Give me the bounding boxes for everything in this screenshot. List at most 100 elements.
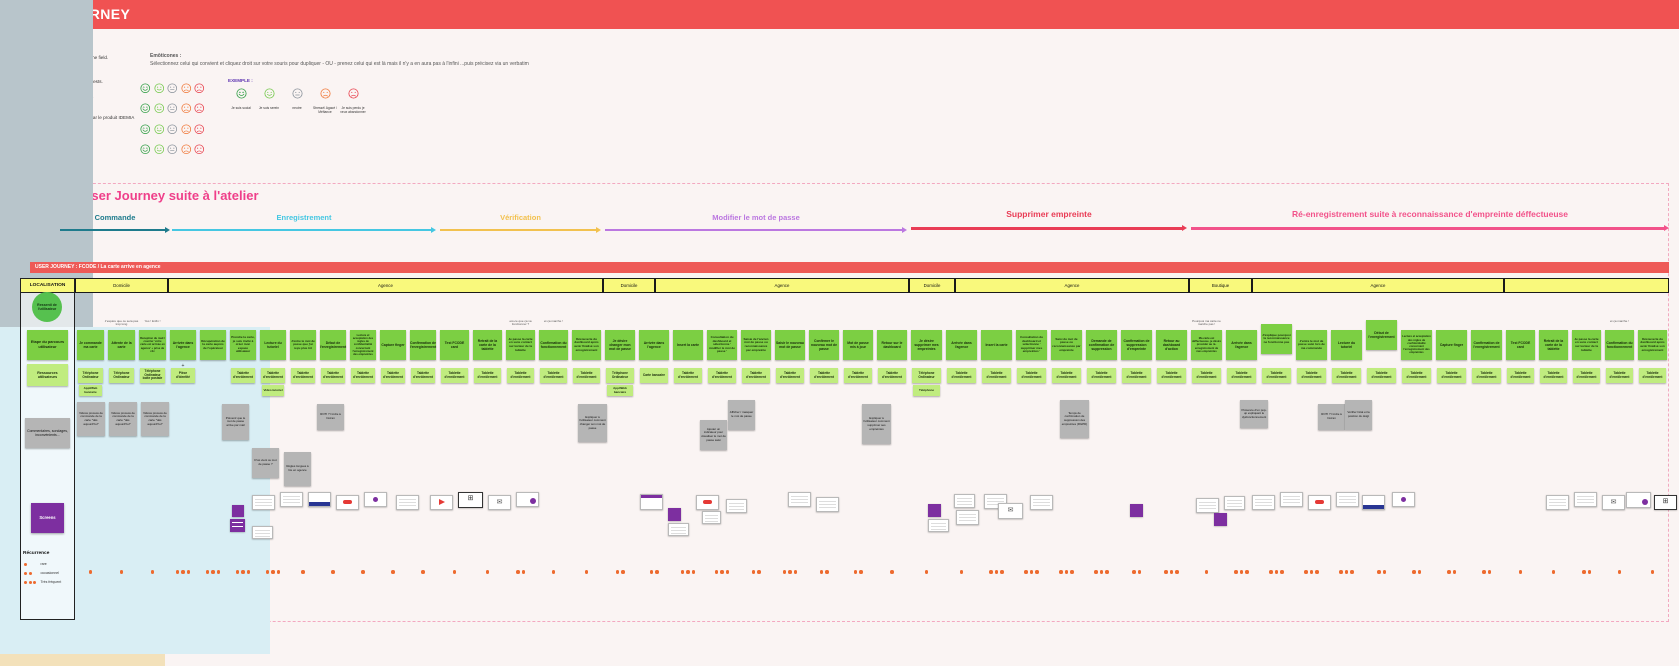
- palette-emoticon-vhappy[interactable]: [140, 121, 151, 139]
- mood-note[interactable]: est-ce que ça va fonctionner ?: [509, 318, 532, 327]
- resource-sticky[interactable]: Tablette d'enrôlement: [1052, 368, 1081, 383]
- recurrence-dots[interactable]: [671, 570, 705, 574]
- recurrence-dots[interactable]: [1119, 570, 1154, 574]
- resource-sticky[interactable]: Téléphone Ordinateur boite postale: [140, 368, 165, 383]
- recurrence-dots[interactable]: [1636, 570, 1669, 574]
- recurrence-dots[interactable]: [1469, 570, 1504, 574]
- screen-thumbnail[interactable]: [230, 519, 245, 532]
- location-cell[interactable]: Domicile: [909, 278, 955, 293]
- mood-note[interactable]: J'espère que ce sera pas trop long: [104, 318, 139, 327]
- example-emoticon-vhappy[interactable]: Je suis social: [228, 86, 254, 110]
- palette-emoticon-vhappy[interactable]: [140, 142, 151, 160]
- localisation-header[interactable]: LOCALISATION: [20, 278, 75, 293]
- row-label-ressenti[interactable]: Ressenti de l'utilisateur: [32, 292, 62, 322]
- step-sticky[interactable]: Je passe la carte en sans contact sur le…: [506, 330, 535, 360]
- row-label-screens[interactable]: Screens: [31, 503, 64, 533]
- step-sticky[interactable]: Capture finger: [380, 330, 406, 360]
- screen-thumbnail[interactable]: [1214, 513, 1227, 526]
- screen-thumbnail[interactable]: [668, 508, 681, 521]
- palette-emoticon-angry[interactable]: [194, 121, 205, 139]
- palette-emoticon-sad[interactable]: [180, 101, 192, 119]
- recurrence-dots[interactable]: [198, 570, 228, 574]
- recurrence-dots[interactable]: [137, 570, 168, 574]
- mood-note[interactable]: Pourquoi ma carte ne marche pas !: [1192, 318, 1221, 327]
- comment-sticky[interactable]: Prévenir que le mot de passe arrive par …: [222, 404, 249, 440]
- screen-thumbnail[interactable]: [928, 504, 941, 517]
- step-sticky[interactable]: Arrivée dans l'agence: [946, 330, 977, 360]
- phase-arrow[interactable]: [605, 229, 903, 231]
- resource-sticky[interactable]: Tablette d'enrôlement: [1437, 368, 1466, 383]
- location-cell[interactable]: Boutique: [1189, 278, 1252, 293]
- resource-sticky[interactable]: Tablette d'enrôlement: [441, 368, 468, 383]
- recurrence-dots[interactable]: [1189, 570, 1224, 574]
- palette-emoticon-sad[interactable]: [180, 142, 192, 160]
- recurrence-dots[interactable]: [471, 570, 504, 574]
- resource-sticky[interactable]: Pièce d'identité: [171, 368, 195, 383]
- resource-sticky[interactable]: Tablette d'enrôlement: [708, 368, 736, 383]
- palette-emoticon-happy[interactable]: [153, 101, 165, 119]
- palette-emoticon-vhappy[interactable]: [140, 101, 151, 119]
- resource-sticky[interactable]: Tablette d'enrôlement: [1367, 368, 1396, 383]
- screen-thumbnail[interactable]: [252, 495, 275, 510]
- comment-sticky[interactable]: Vidéos process de commande de la carte *…: [109, 402, 137, 436]
- resource-sticky[interactable]: Vidéo tutoriel: [262, 385, 284, 396]
- resource-sticky[interactable]: Tablette d'enrôlement: [1087, 368, 1116, 383]
- recurrence-dots[interactable]: [1014, 570, 1049, 574]
- palette-emoticon-angry[interactable]: [194, 101, 205, 119]
- resource-sticky[interactable]: Téléphone Ordinateur: [78, 368, 103, 383]
- screen-thumbnail[interactable]: ⊞: [458, 492, 483, 508]
- screen-thumbnail[interactable]: [696, 495, 719, 510]
- recurrence-dots[interactable]: [537, 570, 570, 574]
- recurrence-dots[interactable]: [106, 570, 137, 574]
- recurrence-dots[interactable]: [1364, 570, 1399, 574]
- recurrence-dots[interactable]: [875, 570, 909, 574]
- screen-thumbnail[interactable]: [1392, 492, 1415, 507]
- recurrence-dots[interactable]: [1154, 570, 1189, 574]
- palette-emoticon-happy[interactable]: [153, 142, 165, 160]
- resource-sticky[interactable]: Téléphone: [913, 385, 940, 396]
- screen-thumbnail[interactable]: [1626, 492, 1651, 508]
- resource-sticky[interactable]: Tablette d'enrôlement: [810, 368, 838, 383]
- resource-sticky[interactable]: Tablette d'enrôlement: [1227, 368, 1256, 383]
- phase-label[interactable]: Ré-enregistrement suite à reconnaissance…: [1291, 209, 1569, 219]
- step-sticky[interactable]: Demande de confirmation de suppression: [1086, 330, 1117, 360]
- screen-thumbnail[interactable]: ✉: [488, 495, 511, 510]
- step-sticky[interactable]: Attente de la carte: [108, 330, 135, 360]
- step-sticky[interactable]: Réception du mail / courrier 'votre cart…: [139, 330, 166, 360]
- resource-sticky[interactable]: Tablette d'enrôlement: [982, 368, 1011, 383]
- step-sticky[interactable]: Je commande ma carte: [77, 330, 104, 360]
- resource-sticky[interactable]: Tablette d'enrôlement: [1540, 368, 1567, 383]
- recurrence-dots[interactable]: [739, 570, 773, 574]
- resource-sticky[interactable]: Tablette d'enrôlement: [1507, 368, 1534, 383]
- step-sticky[interactable]: Arrivée dans l'agence: [1226, 330, 1257, 360]
- screen-thumbnail[interactable]: [954, 494, 975, 508]
- screen-thumbnail[interactable]: [702, 511, 721, 524]
- resource-sticky[interactable]: Tablette d'enrôlement: [844, 368, 872, 383]
- screen-thumbnail[interactable]: [232, 505, 244, 517]
- resource-sticky[interactable]: Tablette d'enrôlement: [321, 368, 345, 383]
- resource-sticky[interactable]: Tablette d'enrôlement: [742, 368, 770, 383]
- phase-label[interactable]: Vérification: [500, 213, 541, 222]
- recurrence-dots[interactable]: [1329, 570, 1364, 574]
- emoticon-palette[interactable]: [140, 80, 205, 162]
- step-sticky[interactable]: Insert la carte: [981, 330, 1012, 360]
- resource-sticky[interactable]: Tablette d'enrôlement: [540, 368, 567, 383]
- resource-sticky[interactable]: Tablette d'enrôlement: [261, 368, 285, 383]
- row-label-ressources[interactable]: Ressources utilisateurs: [27, 364, 68, 386]
- screen-thumbnail[interactable]: [336, 495, 359, 510]
- recurrence-dots[interactable]: [438, 570, 471, 574]
- phase-arrow[interactable]: [440, 229, 597, 231]
- recurrence-dots[interactable]: [378, 570, 408, 574]
- comment-sticky[interactable]: ROTI ? l'ordre à l'écran: [1318, 404, 1345, 430]
- palette-emoticon-happy[interactable]: [153, 80, 165, 98]
- recurrence-dots[interactable]: [1224, 570, 1259, 574]
- screen-thumbnail[interactable]: [1196, 498, 1219, 513]
- step-sticky[interactable]: Confirmation de l'enregistrement: [410, 330, 436, 360]
- recurrence-dots[interactable]: [773, 570, 807, 574]
- step-sticky[interactable]: Mot de passe mis à jour: [843, 330, 873, 360]
- recurrence-dots[interactable]: [504, 570, 537, 574]
- comment-sticky[interactable]: Présence d'un pop-up expliquant le dysfo…: [1240, 400, 1268, 428]
- example-emoticon-sad[interactable]: Stressé/ Agacé / Méfiance: [312, 86, 338, 114]
- phase-label[interactable]: Modifier le mot de passe: [712, 213, 800, 222]
